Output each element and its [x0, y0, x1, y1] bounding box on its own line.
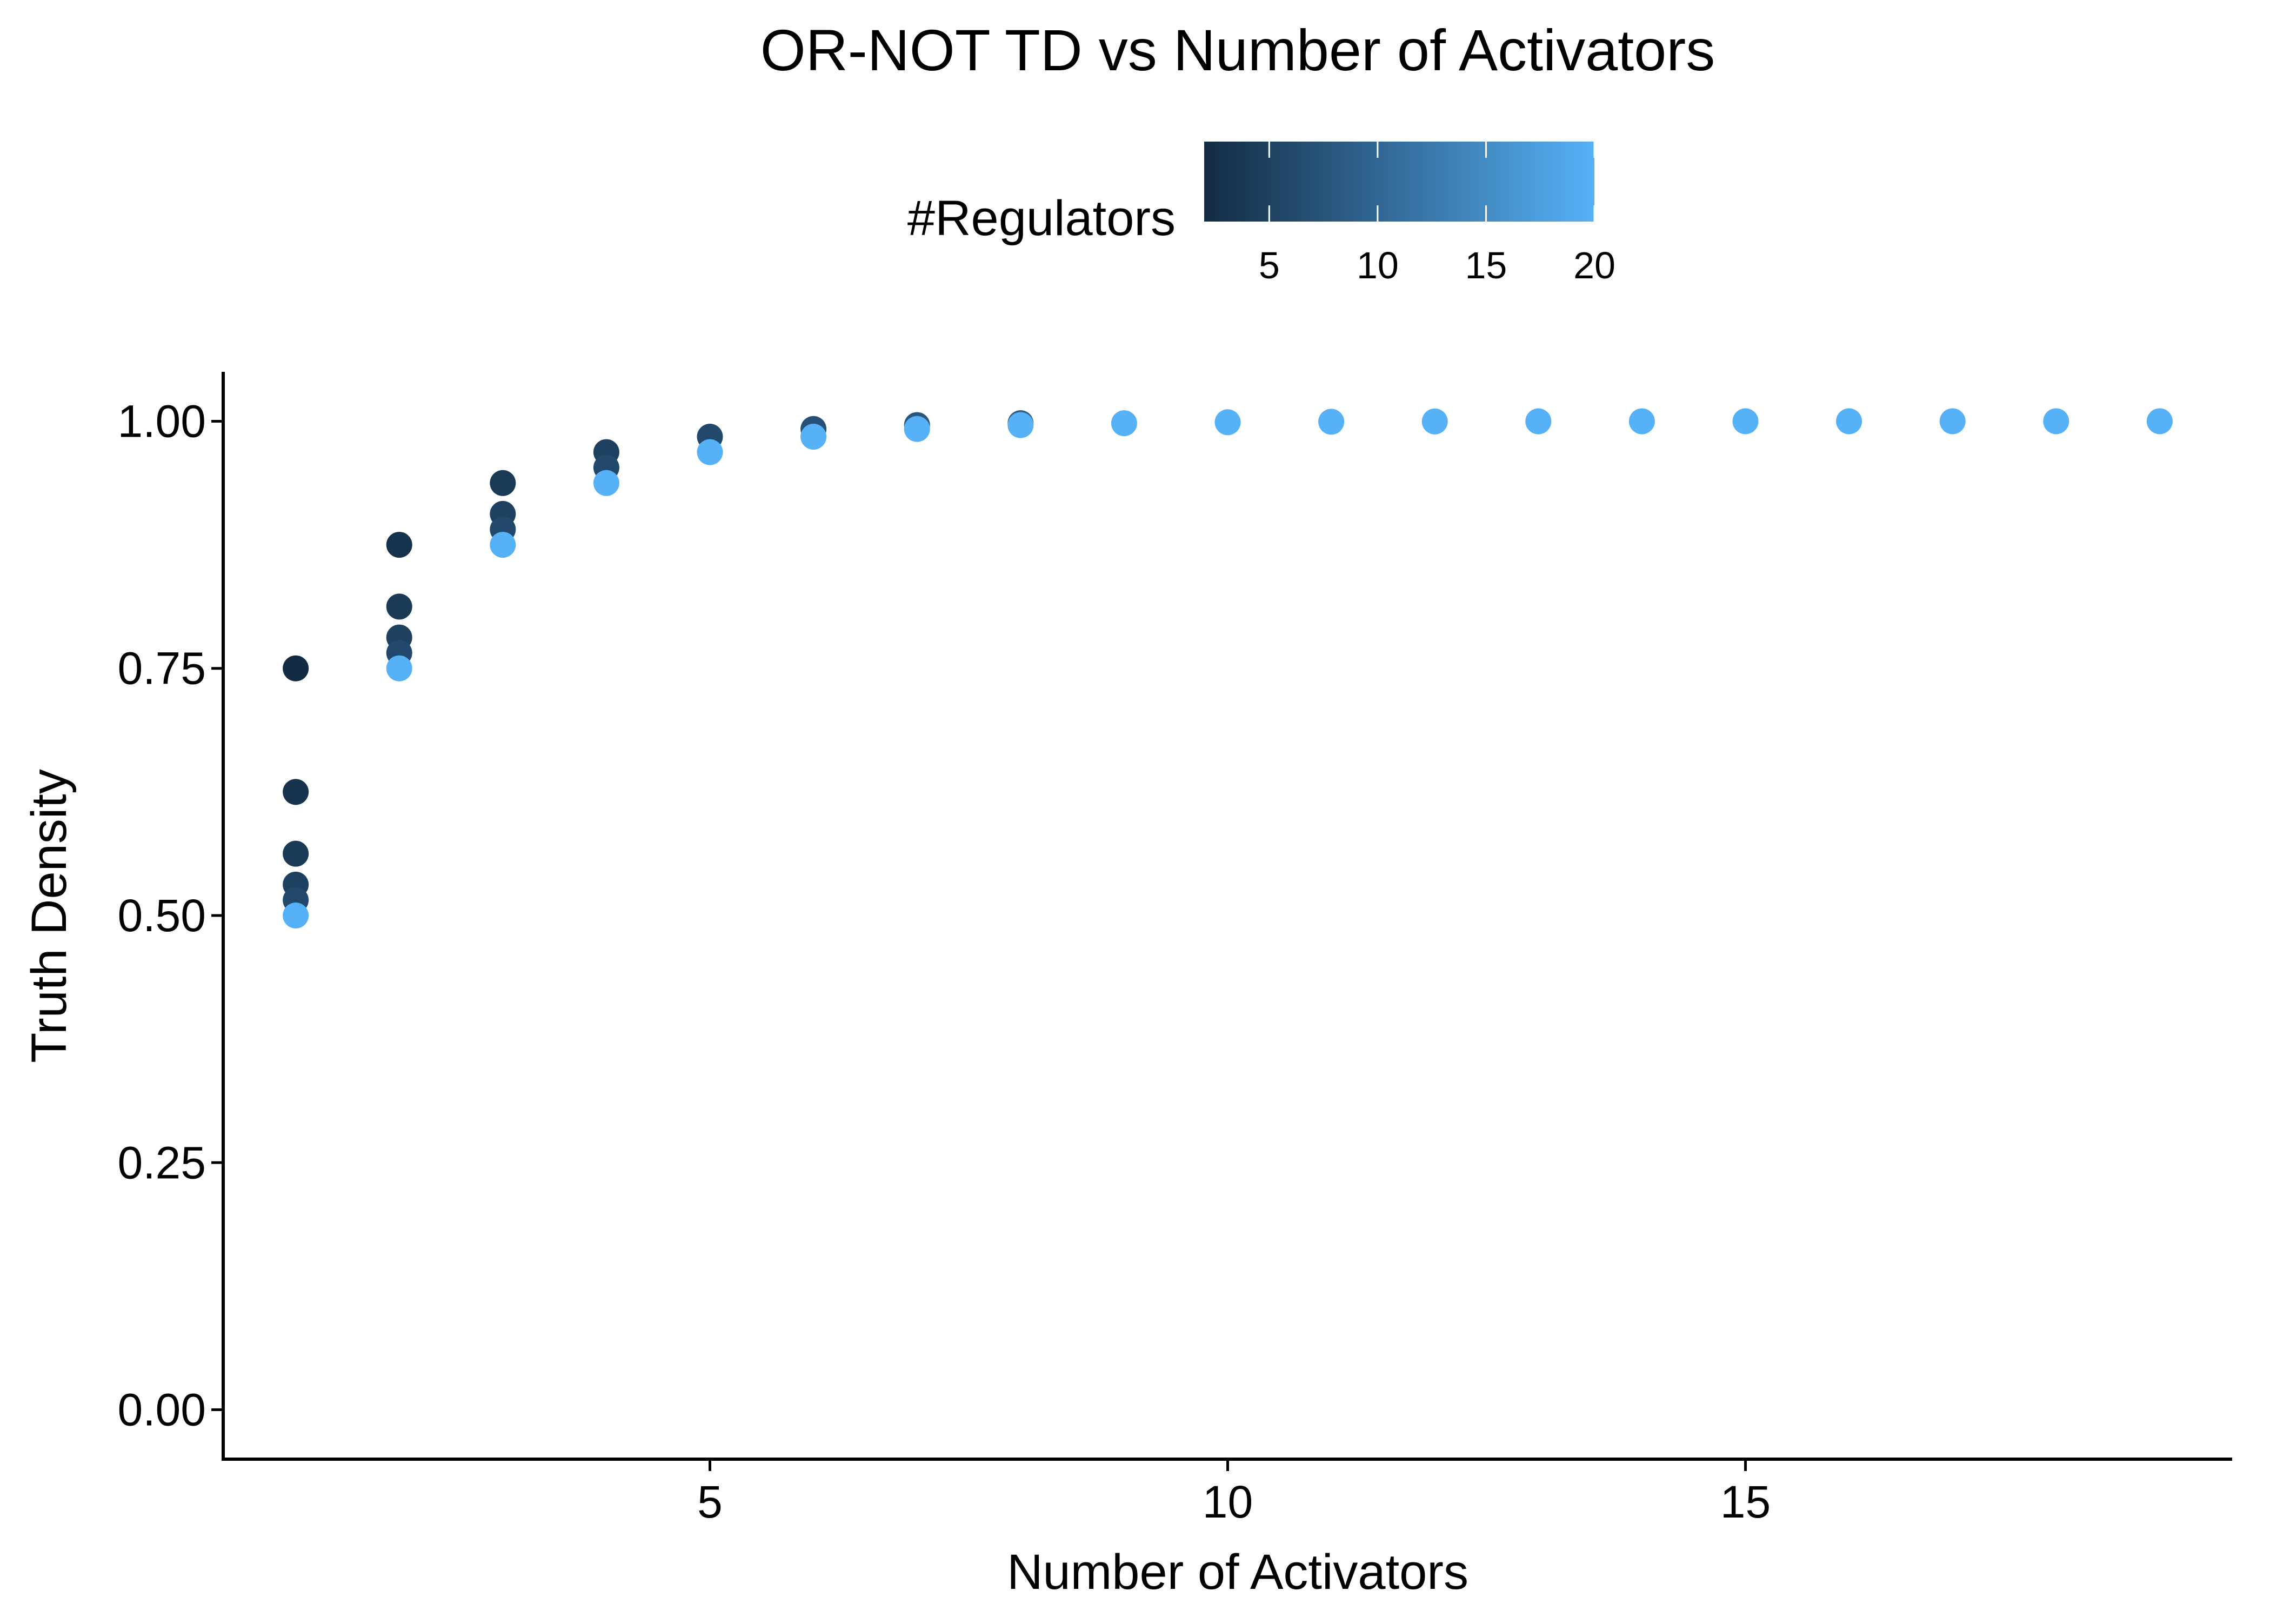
legend-tick-label: 20: [1573, 244, 1615, 286]
points-layer: [283, 408, 2173, 928]
x-axis-ticks: 5 10 15: [697, 1459, 1771, 1527]
data-point: [1732, 408, 1759, 435]
data-point: [1836, 408, 1862, 435]
data-point: [1111, 410, 1137, 437]
data-point: [593, 470, 619, 496]
data-point: [283, 840, 309, 867]
data-point: [283, 779, 309, 805]
y-tick-label: 0.50: [118, 890, 206, 941]
data-point: [697, 439, 723, 465]
legend-title: #Regulators: [907, 191, 1176, 246]
data-point: [490, 470, 516, 496]
y-tick-label: 1.00: [118, 396, 206, 446]
data-point: [386, 655, 412, 681]
y-tick-label: 0.25: [118, 1137, 206, 1188]
legend-tick-label: 15: [1465, 244, 1507, 286]
x-axis-title: Number of Activators: [1007, 1545, 1468, 1600]
data-point: [283, 655, 309, 681]
data-point: [2146, 408, 2173, 435]
legend-ticks: 5 10 15 20: [1259, 142, 1615, 286]
data-point: [1628, 408, 1655, 435]
legend-tick-label: 5: [1259, 244, 1280, 286]
data-point: [283, 903, 309, 928]
data-point: [386, 593, 412, 620]
data-point: [2043, 408, 2069, 435]
data-point: [1939, 408, 1966, 435]
data-point: [1318, 409, 1345, 435]
data-point: [386, 532, 412, 558]
y-tick-label: 0.75: [118, 643, 206, 694]
data-point: [490, 532, 516, 558]
data-point: [1525, 408, 1552, 435]
data-point: [904, 416, 930, 442]
x-tick-label: 10: [1203, 1476, 1253, 1527]
y-tick-label: 0.00: [118, 1385, 206, 1435]
data-point: [1421, 408, 1448, 435]
legend: #Regulators 5 10 15 20: [907, 142, 1615, 286]
data-point: [1007, 412, 1034, 438]
data-point: [1214, 409, 1241, 436]
data-point: [800, 424, 827, 450]
y-axis-ticks: 0.00 0.25 0.50 0.75 1.00: [118, 396, 223, 1435]
legend-tick-label: 10: [1357, 244, 1399, 286]
y-axis-title: Truth Density: [22, 769, 77, 1063]
x-tick-label: 15: [1720, 1476, 1771, 1527]
x-tick-label: 5: [697, 1476, 723, 1527]
chart-title: OR-NOT TD vs Number of Activators: [760, 17, 1715, 83]
legend-colorbar: [1204, 142, 1594, 222]
